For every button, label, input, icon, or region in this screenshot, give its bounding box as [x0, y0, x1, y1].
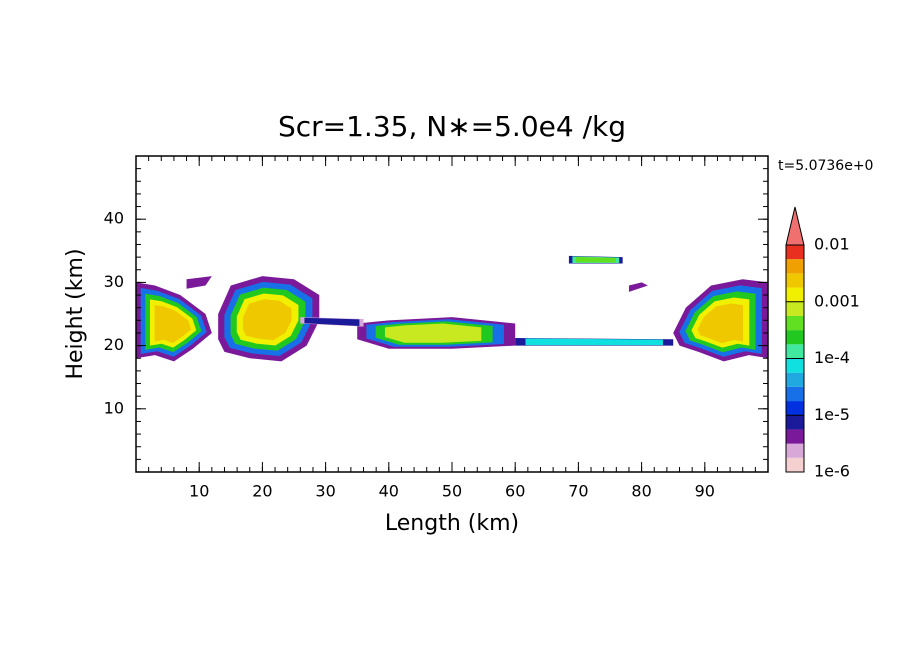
x-tick-label: 80: [631, 482, 651, 501]
colorbar-box: [786, 301, 804, 316]
colorbar-box: [786, 372, 804, 387]
x-tick-label: 30: [315, 482, 335, 501]
x-tick-label: 90: [695, 482, 715, 501]
colorbar-box: [786, 443, 804, 458]
colorbar-extend: [785, 206, 805, 246]
colorbar-box: [786, 386, 804, 402]
x-tick-label: 50: [442, 482, 462, 501]
colorbar-box: [786, 287, 804, 302]
colorbar-box: [786, 330, 804, 345]
contour-region: [186, 276, 212, 289]
colorbar-box: [786, 358, 804, 373]
contour-region: [525, 338, 663, 346]
colorbar-box: [786, 457, 804, 472]
colorbar-box: [786, 401, 804, 416]
x-tick-label: 60: [505, 482, 525, 501]
x-tick-label: 20: [252, 482, 272, 501]
x-axis-label: Length (km): [385, 511, 519, 536]
colorbar-box: [786, 344, 804, 359]
y-tick-label: 20: [104, 335, 124, 354]
y-tick-label: 30: [104, 272, 124, 291]
colorbar-box: [786, 415, 804, 430]
contour-region: [384, 323, 482, 343]
x-tick-label: 10: [189, 482, 209, 501]
y-axis-label: Height (km): [63, 248, 88, 379]
colorbar-box: [786, 245, 804, 260]
colorbar-box: [786, 273, 804, 288]
colorbar-box: [786, 259, 804, 274]
colorbar-tick-label: 1e-5: [814, 405, 850, 424]
x-tick-label: 70: [568, 482, 588, 501]
colorbar-box: [786, 429, 804, 444]
contour-region: [628, 282, 648, 292]
colorbar-tick-label: 0.01: [814, 235, 850, 254]
chart-title: Scr=1.35, N∗=5.0e4 /kg: [278, 110, 626, 143]
contour-region: [154, 305, 192, 343]
colorbar-tick-label: 0.001: [814, 291, 860, 310]
colorbar-tick-label: 1e-4: [814, 348, 850, 367]
y-tick-label: 40: [104, 209, 124, 228]
contour-region: [697, 303, 744, 343]
contour-region: [242, 299, 292, 341]
contour-region: [575, 256, 616, 263]
annotation: t=5.0736e+0: [778, 158, 873, 174]
colorbar-box: [786, 315, 804, 331]
x-tick-label: 40: [379, 482, 399, 501]
contour-field: [136, 255, 768, 362]
colorbar-tick-label: 1e-6: [814, 462, 850, 481]
contour-region: [304, 317, 360, 326]
y-tick-label: 10: [104, 398, 124, 417]
